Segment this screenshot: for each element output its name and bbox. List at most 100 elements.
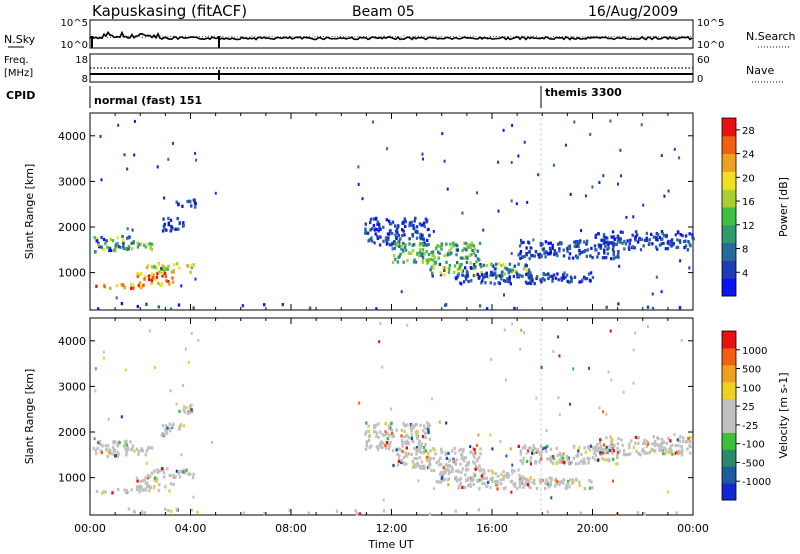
range-cell [639, 237, 642, 242]
range-cell [657, 443, 660, 447]
range-cell [391, 434, 394, 438]
range-cell [136, 479, 139, 483]
range-cell [654, 245, 658, 249]
range-cell [156, 468, 159, 472]
range-cell [430, 250, 433, 254]
range-cell [566, 249, 569, 253]
range-cell [622, 452, 626, 456]
range-cell [586, 239, 589, 243]
range-cell [611, 451, 614, 455]
range-cell [175, 402, 178, 406]
range-cell [143, 243, 146, 247]
range-cell [369, 217, 373, 221]
range-cell [364, 227, 367, 231]
range-cell [572, 367, 575, 371]
range-cell [405, 434, 409, 438]
range-cell [523, 483, 526, 487]
range-cell [459, 482, 462, 486]
range-cell [687, 240, 690, 244]
range-cell [549, 241, 552, 245]
range-cell [400, 434, 403, 438]
range-cell [137, 284, 141, 288]
range-cell [123, 286, 126, 290]
range-cell [664, 452, 667, 456]
range-cell [567, 245, 570, 249]
range-cell [576, 256, 579, 260]
range-cell [388, 433, 391, 437]
range-cell [591, 256, 594, 260]
y-tick-label: 1000 [58, 472, 86, 485]
range-cell [96, 446, 99, 450]
range-cell [451, 469, 454, 473]
range-cell [466, 256, 469, 260]
range-cell [467, 245, 470, 249]
range-cell [506, 472, 510, 476]
range-cell [587, 461, 590, 465]
range-cell [521, 255, 525, 259]
range-cell [456, 244, 459, 248]
range-cell [688, 451, 692, 455]
range-cell [100, 235, 103, 240]
range-cell [551, 246, 554, 250]
range-cell [667, 450, 670, 454]
range-cell [409, 426, 412, 430]
range-cell [503, 328, 506, 332]
range-cell [510, 269, 513, 274]
range-cell [152, 273, 155, 277]
range-cell [432, 263, 436, 267]
range-cell [161, 424, 165, 428]
range-cell [437, 256, 440, 260]
range-cell [117, 245, 121, 249]
range-cell [476, 466, 480, 470]
range-cell [556, 272, 559, 276]
range-cell [472, 251, 476, 255]
range-cell [136, 274, 139, 278]
range-cell [472, 472, 476, 476]
range-cell [645, 451, 649, 455]
range-cell [390, 421, 393, 425]
colorbar-swatch [722, 432, 736, 450]
range-cell [113, 449, 117, 453]
range-cell [393, 242, 397, 246]
range-cell [603, 458, 606, 462]
range-cell [568, 246, 572, 251]
range-cell [584, 450, 587, 454]
range-cell [567, 459, 570, 463]
range-cell [479, 263, 482, 267]
range-cell [281, 303, 284, 307]
range-cell [149, 486, 152, 490]
range-cell [502, 477, 505, 481]
range-cell [519, 476, 522, 480]
range-cell [531, 277, 534, 281]
range-cell [379, 430, 382, 434]
range-cell [163, 432, 166, 436]
range-cell [602, 234, 606, 238]
range-cell [377, 422, 380, 426]
range-cell [540, 255, 543, 259]
range-cell [540, 280, 543, 284]
range-cell [418, 439, 421, 443]
range-cell [535, 276, 538, 281]
range-cell [358, 401, 361, 405]
range-cell [680, 338, 683, 342]
range-cell [643, 441, 646, 445]
range-cell [419, 241, 422, 246]
date-label: 16/Aug/2009 [588, 4, 678, 20]
range-cell [131, 283, 134, 287]
range-cell [143, 511, 146, 515]
range-cell [643, 512, 646, 516]
range-cell [376, 220, 379, 224]
range-cell [405, 446, 408, 450]
range-cell [494, 480, 497, 484]
colorbar-tick-label: 8 [742, 245, 748, 256]
range-cell [369, 228, 372, 232]
range-cell [162, 267, 165, 271]
range-cell [168, 489, 171, 493]
range-cell [688, 266, 691, 270]
range-cell [167, 157, 170, 161]
range-cell [613, 444, 616, 448]
range-cell [665, 442, 669, 446]
range-cell [460, 470, 463, 475]
range-cell [436, 244, 439, 248]
range-cell [424, 427, 427, 431]
